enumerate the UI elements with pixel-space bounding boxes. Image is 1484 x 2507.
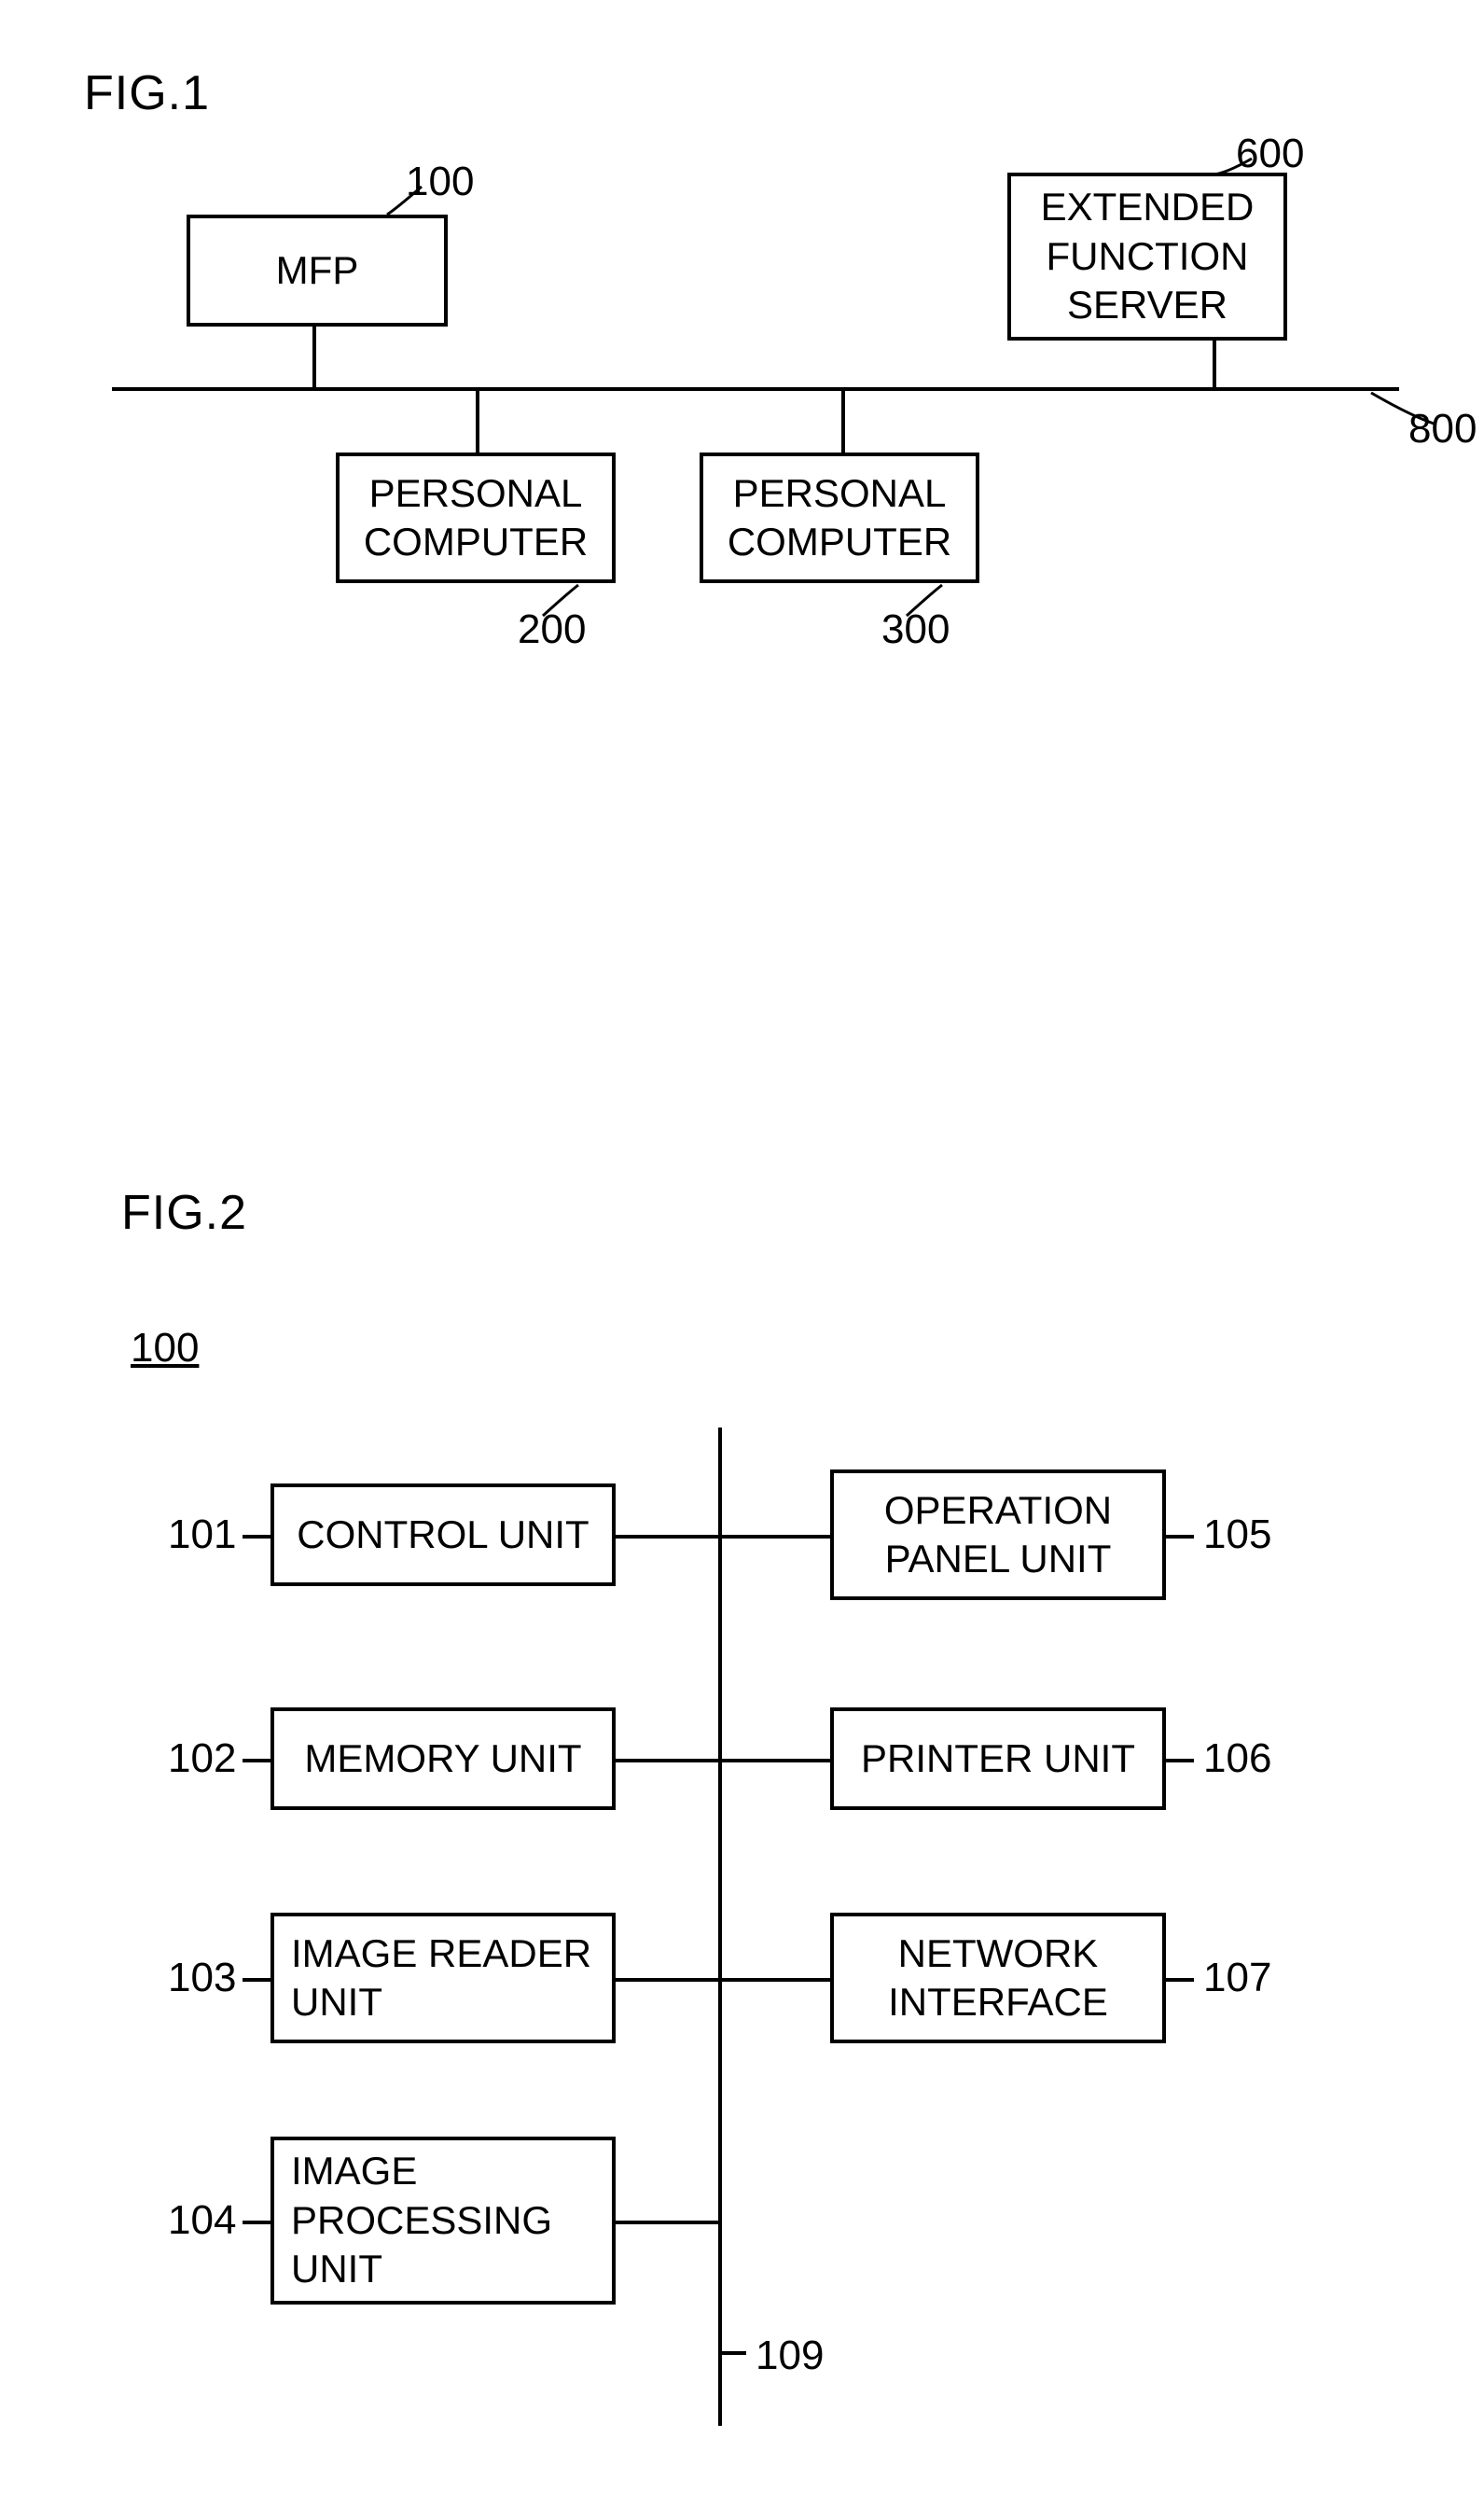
fig1-drop-mfp xyxy=(312,327,316,387)
fig2-ref-memory-unit: 102 xyxy=(168,1735,236,1782)
fig1-node-ext-server-label: EXTENDEDFUNCTIONSERVER xyxy=(1041,183,1255,330)
fig2-node-operation-panel-unit-label: OPERATIONPANEL UNIT xyxy=(884,1486,1112,1584)
fig1-node-pc1-label: PERSONALCOMPUTER xyxy=(364,469,588,567)
fig1-node-mfp: MFP xyxy=(187,215,448,327)
fig2-bus-tick xyxy=(718,2351,746,2355)
fig1-node-pc2: PERSONALCOMPUTER xyxy=(700,453,979,583)
fig1-drop-ext-server xyxy=(1213,341,1216,387)
fig2-title: FIG.2 xyxy=(121,1185,247,1241)
fig2-leftconn-1 xyxy=(616,1759,718,1762)
fig1-node-pc2-label: PERSONALCOMPUTER xyxy=(728,469,951,567)
fig2-ref-image-processing-unit: 104 xyxy=(168,2197,236,2244)
fig2-ref-image-reader-unit: 103 xyxy=(168,1955,236,2001)
fig2-tick-printer-unit xyxy=(1166,1759,1194,1762)
fig2-node-image-reader-unit: IMAGE READERUNIT xyxy=(270,1913,616,2043)
fig2-bus-line xyxy=(718,1428,722,2426)
fig2-ref-network-interface: 107 xyxy=(1203,1955,1271,2001)
fig1-leader-ext-server xyxy=(1203,149,1261,184)
fig2-rightconn-0 xyxy=(718,1535,830,1539)
fig1-drop-pc2 xyxy=(841,387,845,453)
fig2-node-control-unit-label: CONTROL UNIT xyxy=(297,1511,589,1560)
fig1-leader-pc2 xyxy=(897,576,951,625)
fig2-node-printer-unit-label: PRINTER UNIT xyxy=(861,1734,1135,1784)
fig2-node-image-processing-unit: IMAGEPROCESSINGUNIT xyxy=(270,2137,616,2305)
fig2-node-network-interface: NETWORKINTERFACE xyxy=(830,1913,1166,2043)
fig1-leader-pc1 xyxy=(534,576,588,625)
fig2-leftconn-3 xyxy=(616,2221,718,2224)
fig2-ref-operation-panel-unit: 105 xyxy=(1203,1511,1271,1558)
fig2-rightconn-1 xyxy=(718,1759,830,1762)
fig2-node-memory-unit-label: MEMORY UNIT xyxy=(304,1734,581,1784)
fig2-leftconn-2 xyxy=(616,1978,718,1982)
fig1-title: FIG.1 xyxy=(84,65,210,121)
fig2-ref-printer-unit: 106 xyxy=(1203,1735,1271,1782)
fig2-rightconn-2 xyxy=(718,1978,830,1982)
fig2-tick-control-unit xyxy=(243,1535,270,1539)
fig2-node-network-interface-label: NETWORKINTERFACE xyxy=(888,1929,1108,2027)
fig2-node-memory-unit: MEMORY UNIT xyxy=(270,1707,616,1810)
fig2-node-operation-panel-unit: OPERATIONPANEL UNIT xyxy=(830,1469,1166,1600)
fig2-leftconn-0 xyxy=(616,1535,718,1539)
fig2-bus-ref: 109 xyxy=(756,2333,824,2379)
fig2-tick-image-reader-unit xyxy=(243,1978,270,1982)
fig2-node-printer-unit: PRINTER UNIT xyxy=(830,1707,1166,1810)
fig2-node-image-reader-unit-label: IMAGE READERUNIT xyxy=(291,1929,591,2027)
fig1-node-mfp-label: MFP xyxy=(276,246,359,296)
fig2-node-control-unit: CONTROL UNIT xyxy=(270,1483,616,1586)
fig1-node-ext-server: EXTENDEDFUNCTIONSERVER xyxy=(1007,173,1287,341)
fig2-tick-image-processing-unit xyxy=(243,2221,270,2224)
fig2-node-image-processing-unit-label: IMAGEPROCESSINGUNIT xyxy=(291,2147,552,2294)
fig2-tick-operation-panel-unit xyxy=(1166,1535,1194,1539)
fig1-bus-leader xyxy=(1362,383,1446,434)
fig2-ref-control-unit: 101 xyxy=(168,1511,236,1558)
fig1-drop-pc1 xyxy=(476,387,479,453)
fig2-tick-network-interface xyxy=(1166,1978,1194,1982)
fig2-tick-memory-unit xyxy=(243,1759,270,1762)
fig1-bus-line xyxy=(112,387,1399,391)
fig1-leader-mfp xyxy=(378,177,431,224)
fig2-ref-100: 100 xyxy=(131,1325,199,1372)
fig1-node-pc1: PERSONALCOMPUTER xyxy=(336,453,616,583)
